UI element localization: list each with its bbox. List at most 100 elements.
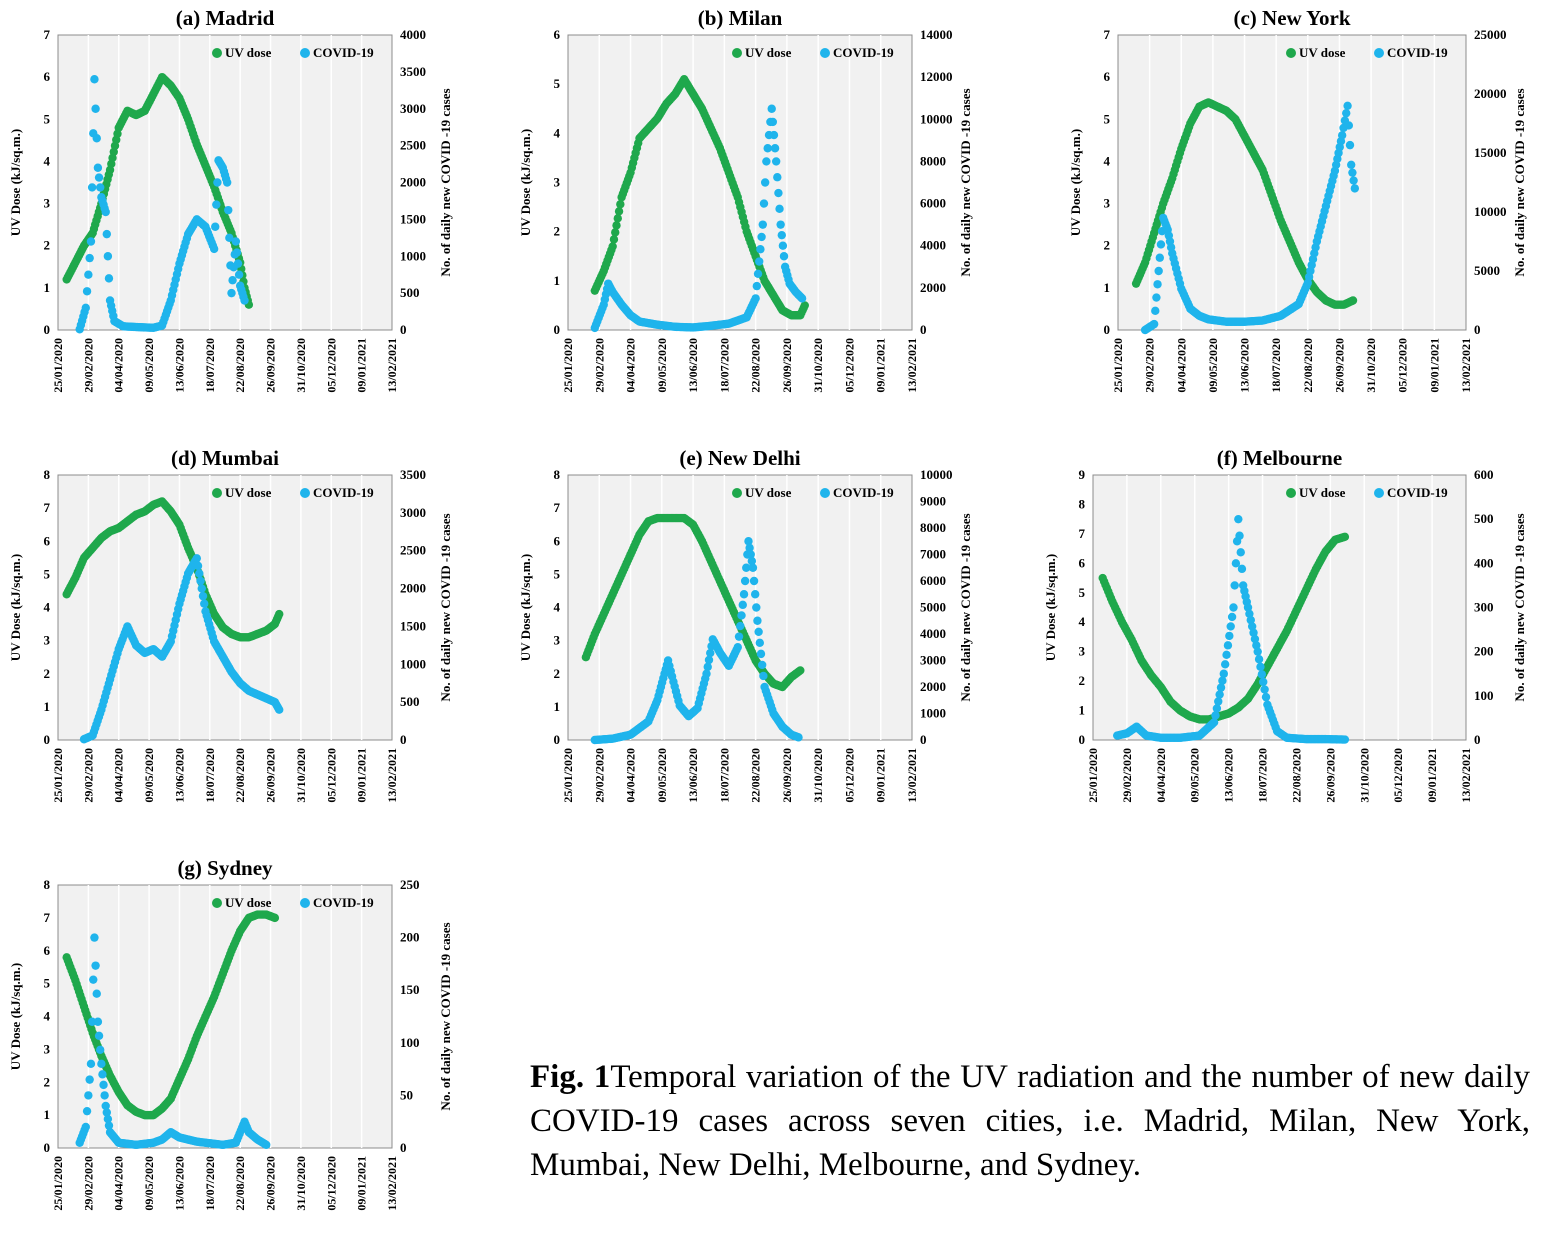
y2-tick-label: 2000 xyxy=(400,175,426,190)
y-tick-label: 1 xyxy=(1104,280,1111,295)
covid-point xyxy=(87,1017,97,1026)
chart-panel-2: 25/01/2020 29/02/2020 04/04/2020 09/05/2020… xyxy=(510,0,990,420)
x-tick-label: 25/01/2020 xyxy=(51,1156,65,1211)
covid-point xyxy=(98,1070,107,1079)
x-tick-label: 22/08/2020 xyxy=(233,1156,247,1211)
covid-point xyxy=(94,1031,104,1040)
y2-tick-label: 3000 xyxy=(400,101,426,116)
covid-point xyxy=(770,144,780,153)
chart-title: (f) Melbourne xyxy=(1217,446,1342,470)
y2-tick-label: 9000 xyxy=(920,494,946,509)
covid-point xyxy=(1222,650,1231,660)
covid-point xyxy=(96,183,105,192)
y2-tick-label: 2500 xyxy=(400,138,426,153)
chart-title: (b) Milan xyxy=(698,6,783,30)
y-axis-label: UV Dose (kJ/sq.m.) xyxy=(1043,554,1058,661)
covid-point xyxy=(1236,548,1245,557)
covid-point xyxy=(228,276,237,285)
uv-dose-point xyxy=(796,666,805,675)
y-tick-label: 6 xyxy=(554,533,561,548)
covid-point xyxy=(744,537,753,546)
covid-point xyxy=(99,1080,108,1090)
y-tick-label: 0 xyxy=(1104,322,1111,337)
x-tick-label: 18/07/2020 xyxy=(203,748,217,803)
y2-tick-label: 25000 xyxy=(1474,27,1507,42)
covid-point xyxy=(86,237,96,246)
y2-tick-label: 0 xyxy=(1474,732,1481,747)
y-tick-label: 1 xyxy=(1079,703,1086,718)
legend-covid-marker xyxy=(300,488,310,498)
y2-tick-label: 0 xyxy=(400,1140,407,1155)
covid-point xyxy=(1350,184,1360,193)
y2-tick-label: 3000 xyxy=(400,505,426,520)
covid-point xyxy=(794,733,803,742)
y-tick-label: 0 xyxy=(554,322,561,337)
covid-point xyxy=(740,576,750,586)
x-tick-label: 04/04/2020 xyxy=(112,748,126,803)
covid-point xyxy=(84,270,93,279)
y-tick-label: 4 xyxy=(554,125,561,140)
covid-point xyxy=(91,961,100,970)
chart-svg: 25/01/2020 29/02/2020 04/04/2020 09/05/2020… xyxy=(518,446,973,803)
y-tick-label: 3 xyxy=(554,633,561,648)
y-tick-label: 5 xyxy=(44,976,51,991)
covid-point xyxy=(703,662,712,672)
x-tick-label: 13/06/2020 xyxy=(686,338,700,393)
covid-point xyxy=(102,229,111,239)
y-tick-label: 3 xyxy=(44,1041,51,1056)
covid-point xyxy=(773,173,782,182)
chart-title: (a) Madrid xyxy=(176,6,275,30)
covid-point xyxy=(1254,655,1264,664)
legend-uv-label: UV dose xyxy=(225,485,272,500)
covid-point xyxy=(1349,176,1358,185)
x-tick-label: 09/01/2021 xyxy=(874,748,888,803)
chart-svg: 25/01/2020 29/02/2020 04/04/2020 09/05/2020… xyxy=(518,6,973,393)
y-tick-label: 7 xyxy=(1104,27,1111,42)
x-tick-label: 22/08/2020 xyxy=(749,338,763,393)
y2-axis-label: No. of daily new COVID -19 cases xyxy=(1512,88,1527,276)
y-tick-label: 0 xyxy=(44,322,51,337)
x-tick-label: 13/02/2021 xyxy=(905,748,919,803)
covid-point xyxy=(1230,581,1239,590)
x-tick-label: 29/02/2020 xyxy=(592,748,606,803)
covid-point xyxy=(1229,603,1238,612)
covid-point xyxy=(1212,704,1222,713)
covid-point xyxy=(767,104,776,113)
x-tick-label: 09/01/2021 xyxy=(1425,748,1439,803)
x-tick-label: 04/04/2020 xyxy=(1154,748,1168,803)
y2-tick-label: 6000 xyxy=(920,573,946,588)
y-tick-label: 2 xyxy=(1104,238,1111,253)
covid-point xyxy=(262,1140,271,1150)
covid-point xyxy=(734,632,744,641)
x-tick-label: 05/12/2020 xyxy=(842,338,856,393)
y2-tick-label: 1500 xyxy=(400,618,426,633)
covid-point xyxy=(100,1091,109,1100)
covid-point xyxy=(82,1106,92,1116)
uv-dose-point xyxy=(609,235,619,244)
y-axis-label: UV Dose (kJ/sq.m.) xyxy=(518,129,533,236)
y2-tick-label: 10000 xyxy=(1474,204,1507,219)
covid-point xyxy=(101,207,110,217)
x-tick-label: 09/05/2020 xyxy=(1188,748,1202,803)
x-tick-label: 18/07/2020 xyxy=(203,1156,217,1211)
y2-tick-label: 2000 xyxy=(920,679,946,694)
y-axis-label: UV Dose (kJ/sq.m.) xyxy=(518,554,533,661)
x-tick-label: 31/10/2020 xyxy=(1364,338,1378,393)
legend-uv-label: UV dose xyxy=(225,45,272,60)
covid-point xyxy=(1226,622,1235,631)
x-tick-label: 04/04/2020 xyxy=(1174,338,1188,393)
covid-point xyxy=(104,1121,114,1130)
covid-point xyxy=(752,281,762,291)
y-tick-label: 0 xyxy=(44,1140,51,1155)
x-tick-label: 09/01/2021 xyxy=(355,1156,369,1211)
legend-uv-label: UV dose xyxy=(745,45,792,60)
x-tick-label: 29/02/2020 xyxy=(592,338,606,393)
y2-tick-label: 4000 xyxy=(920,626,946,641)
y2-tick-label: 0 xyxy=(400,322,407,337)
covid-point xyxy=(1348,168,1357,177)
chart-title: (c) New York xyxy=(1233,6,1350,30)
covid-point xyxy=(234,270,244,279)
covid-point xyxy=(1219,669,1228,678)
covid-point xyxy=(1250,634,1260,644)
y-tick-label: 4 xyxy=(1104,153,1111,168)
